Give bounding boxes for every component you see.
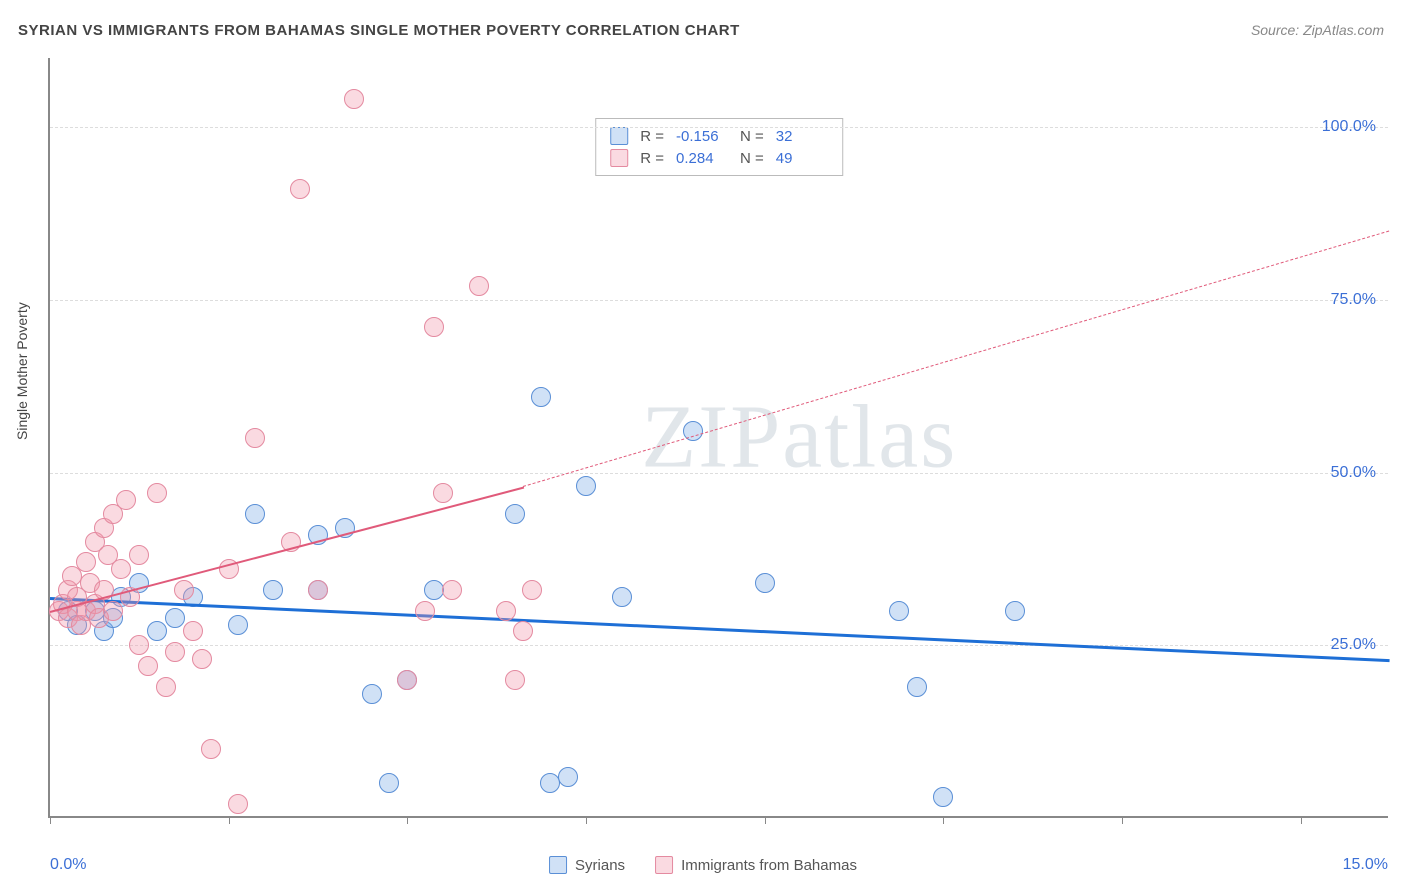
legend-item-syrians: Syrians <box>549 856 625 874</box>
data-point <box>147 621 167 641</box>
x-min-label: 0.0% <box>50 856 86 874</box>
trend-line <box>523 231 1390 488</box>
data-point <box>531 387 551 407</box>
source-credit: Source: ZipAtlas.com <box>1251 22 1384 38</box>
data-point <box>228 794 248 814</box>
data-point <box>889 601 909 621</box>
legend-swatch-syrians <box>549 856 567 874</box>
x-tick <box>586 816 587 824</box>
data-point <box>379 773 399 793</box>
chart-title: SYRIAN VS IMMIGRANTS FROM BAHAMAS SINGLE… <box>18 22 740 39</box>
data-point <box>76 552 96 572</box>
gridline <box>50 473 1388 474</box>
data-point <box>513 621 533 641</box>
gridline <box>50 645 1388 646</box>
x-tick <box>407 816 408 824</box>
stat-r-bahamas: 0.284 <box>676 150 728 167</box>
x-tick <box>1301 816 1302 824</box>
data-point <box>1005 601 1025 621</box>
y-tick-label: 25.0% <box>1331 636 1376 654</box>
data-point <box>469 276 489 296</box>
data-point <box>576 476 596 496</box>
data-point <box>344 89 364 109</box>
stats-row-syrians: R = -0.156 N = 32 <box>610 125 828 147</box>
data-point <box>362 684 382 704</box>
trend-line <box>50 597 1390 662</box>
data-point <box>263 580 283 600</box>
data-point <box>290 179 310 199</box>
legend-label-bahamas: Immigrants from Bahamas <box>681 857 857 874</box>
data-point <box>496 601 516 621</box>
data-point <box>433 483 453 503</box>
data-point <box>174 580 194 600</box>
data-point <box>245 504 265 524</box>
stat-n-bahamas: 49 <box>776 150 828 167</box>
data-point <box>558 767 578 787</box>
data-point <box>103 601 123 621</box>
stat-n-syrians: 32 <box>776 128 828 145</box>
legend-label-syrians: Syrians <box>575 857 625 874</box>
stat-n-label: N = <box>740 150 764 167</box>
data-point <box>138 656 158 676</box>
data-point <box>522 580 542 600</box>
data-point <box>397 670 417 690</box>
bottom-legend: Syrians Immigrants from Bahamas <box>549 856 857 874</box>
data-point <box>424 317 444 337</box>
data-point <box>129 635 149 655</box>
plot-area: ZIPatlas R = -0.156 N = 32 R = 0.284 N =… <box>48 58 1388 818</box>
data-point <box>111 559 131 579</box>
x-tick <box>943 816 944 824</box>
data-point <box>183 621 203 641</box>
stat-r-label: R = <box>640 128 664 145</box>
data-point <box>147 483 167 503</box>
data-point <box>192 649 212 669</box>
data-point <box>116 490 136 510</box>
data-point <box>612 587 632 607</box>
x-tick <box>50 816 51 824</box>
x-tick <box>1122 816 1123 824</box>
y-axis-label: Single Mother Poverty <box>14 302 30 440</box>
y-tick-label: 100.0% <box>1322 118 1376 136</box>
data-point <box>505 504 525 524</box>
data-point <box>415 601 435 621</box>
swatch-bahamas <box>610 149 628 167</box>
data-point <box>933 787 953 807</box>
data-point <box>755 573 775 593</box>
data-point <box>201 739 221 759</box>
data-point <box>442 580 462 600</box>
swatch-syrians <box>610 127 628 145</box>
data-point <box>228 615 248 635</box>
stat-r-syrians: -0.156 <box>676 128 728 145</box>
stat-n-label: N = <box>740 128 764 145</box>
gridline <box>50 127 1388 128</box>
data-point <box>156 677 176 697</box>
data-point <box>907 677 927 697</box>
gridline <box>50 300 1388 301</box>
x-tick <box>765 816 766 824</box>
stats-row-bahamas: R = 0.284 N = 49 <box>610 147 828 169</box>
legend-item-bahamas: Immigrants from Bahamas <box>655 856 857 874</box>
data-point <box>308 580 328 600</box>
data-point <box>245 428 265 448</box>
data-point <box>165 608 185 628</box>
stat-r-label: R = <box>640 150 664 167</box>
x-tick <box>229 816 230 824</box>
data-point <box>505 670 525 690</box>
data-point <box>129 545 149 565</box>
legend-swatch-bahamas <box>655 856 673 874</box>
y-tick-label: 75.0% <box>1331 291 1376 309</box>
data-point <box>165 642 185 662</box>
x-max-label: 15.0% <box>1343 856 1388 874</box>
y-tick-label: 50.0% <box>1331 464 1376 482</box>
